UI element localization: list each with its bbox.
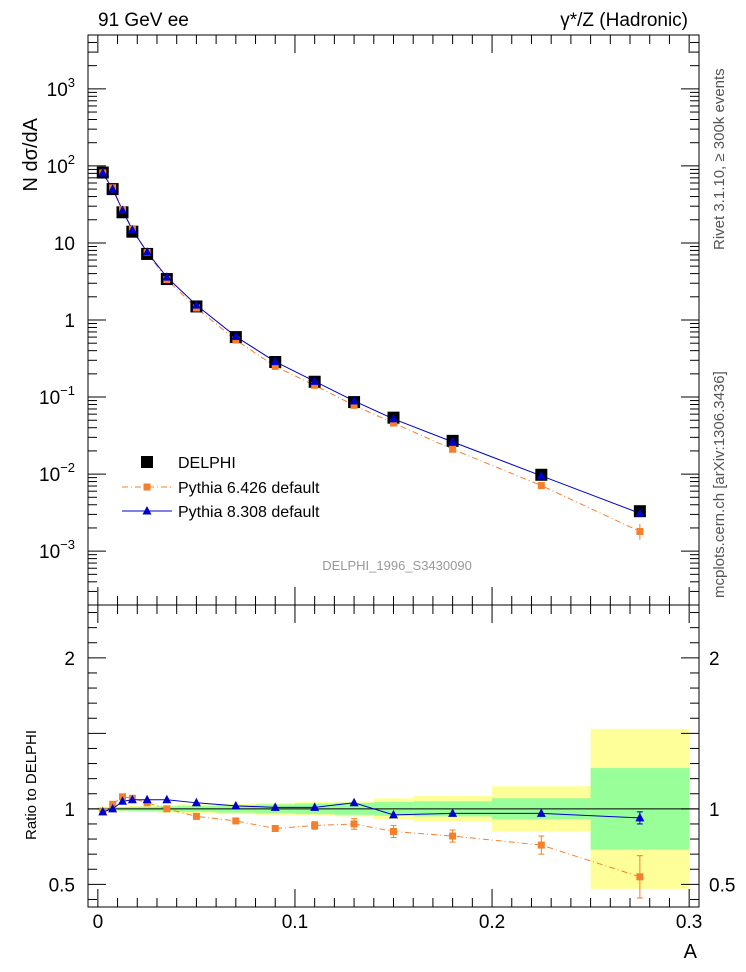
side-label-rivet: Rivet 3.1.10, ≥ 300k events (711, 68, 728, 250)
ratio-point (448, 808, 458, 817)
data-point (350, 401, 358, 409)
data-point (389, 413, 398, 423)
y-tick-label: 2 (64, 649, 75, 670)
y-tick-label-right: 1 (709, 800, 720, 821)
header-right: γ*/Z (Hadronic) (560, 10, 688, 31)
data-point (349, 395, 359, 405)
data-point (449, 445, 457, 453)
data-point (162, 272, 172, 281)
ratio-point (162, 794, 172, 804)
ratio-point (98, 806, 108, 816)
data-point (271, 362, 279, 370)
ratio-point (271, 824, 279, 832)
legend: DELPHI Pythia 6.426 default Pythia 8.308 d… (122, 455, 320, 521)
ratio-point (636, 873, 644, 881)
y-tick-label: 10−2 (39, 460, 75, 486)
data-point (270, 356, 280, 366)
main-series (96, 166, 646, 540)
ratio-point (270, 802, 280, 811)
watermark: DELPHI_1996_S3430090 (322, 558, 472, 573)
legend-marker (142, 506, 152, 515)
data-point (635, 508, 645, 517)
ratio-point (635, 812, 645, 822)
ratio-point (192, 812, 200, 820)
data-point (536, 470, 546, 480)
data-point (537, 482, 545, 490)
ratio-x-tick-labels: 0 0.1 0.2 0.3 (93, 912, 703, 933)
y-tick-label: 10 (54, 234, 75, 255)
y-tick-label: 0.5 (49, 875, 75, 896)
data-point (142, 247, 152, 256)
ratio-y-axis-label: Ratio to DELPHI (23, 730, 40, 840)
header-left: 91 GeV ee (98, 10, 189, 31)
data-point (127, 224, 137, 234)
legend-label: Pythia 8.308 default (178, 504, 320, 521)
ratio-point (142, 794, 152, 804)
ratio-point (311, 821, 319, 829)
side-label-mcplots: mcplots.cern.ch [arXiv:1306.3436] (711, 371, 728, 598)
series-line (102, 172, 641, 532)
x-tick-label: 0.3 (676, 912, 702, 933)
ratio-bands (88, 728, 699, 889)
y-tick-label: 10−1 (39, 383, 75, 409)
data-point (117, 205, 127, 214)
ratio-panel: 0.5 0.5 1 1 2 2 0 0.1 0.2 0.3 Ratio to DELPHI A (23, 604, 736, 963)
ratio-point (127, 794, 137, 804)
ratio-point (449, 832, 457, 840)
ratio-point (349, 797, 359, 807)
data-point (108, 184, 118, 193)
data-point (390, 419, 397, 427)
y-tick-label: 103 (47, 75, 75, 101)
ratio-y-ticks (88, 605, 699, 907)
legend-label: Pythia 6.426 default (178, 480, 320, 497)
legend-marker (141, 456, 153, 468)
ratio-point (231, 800, 241, 810)
legend-marker (143, 483, 151, 491)
ratio-point (389, 809, 398, 819)
y-tick-label: 102 (47, 152, 75, 178)
y-tick-label: 10−3 (39, 537, 75, 563)
main-y-ticks (88, 34, 699, 606)
data-point (311, 381, 319, 389)
data-point (98, 167, 108, 177)
ratio-point (536, 808, 546, 817)
data-point (310, 376, 320, 385)
ratio-series (98, 793, 645, 899)
y-tick-label-right: 0.5 (709, 875, 735, 896)
data-point (191, 300, 201, 309)
ratio-point (117, 796, 127, 805)
x-tick-label: 0.1 (282, 912, 308, 933)
ratio-point (108, 803, 118, 813)
x-tick-label: 0.2 (479, 912, 505, 933)
y-tick-label-right: 2 (709, 649, 720, 670)
legend-label: DELPHI (178, 455, 236, 472)
x-tick-label: 0 (93, 912, 104, 933)
ratio-point (163, 805, 171, 813)
x-axis-label: A (684, 941, 698, 963)
ratio-point (232, 817, 240, 825)
ratio-point (310, 802, 320, 811)
y-tick-label: 1 (64, 311, 75, 332)
data-point (231, 331, 241, 341)
main-y-axis-label: N dσ/dA (20, 117, 42, 191)
y-tick-label: 1 (64, 800, 75, 821)
ratio-point (537, 841, 545, 849)
ratio-point (191, 797, 201, 807)
data-point (448, 436, 458, 446)
ratio-point (350, 820, 358, 828)
ratio-point (390, 828, 397, 835)
ratio-y-tick-labels: 0.5 0.5 1 1 2 2 (49, 649, 736, 897)
